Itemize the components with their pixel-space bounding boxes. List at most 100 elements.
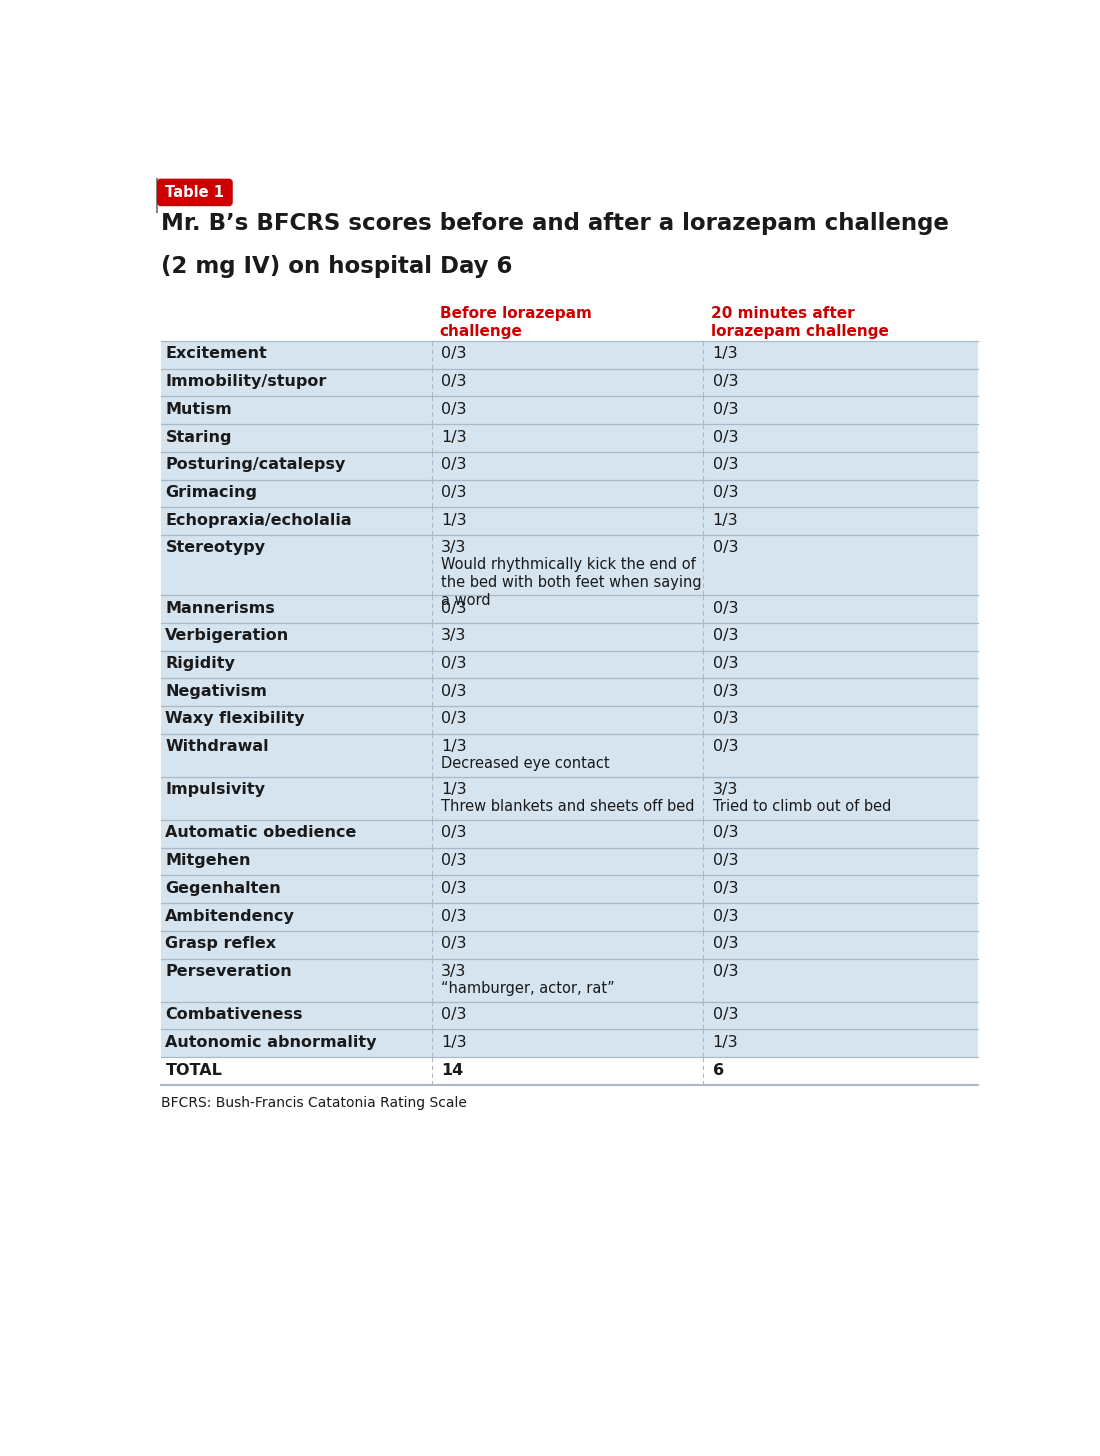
Text: 0/3: 0/3 xyxy=(713,826,738,840)
Bar xyxy=(161,651,978,678)
Text: Automatic obedience: Automatic obedience xyxy=(165,826,356,840)
Text: 0/3: 0/3 xyxy=(441,712,466,727)
Bar xyxy=(161,368,978,396)
Text: 0/3: 0/3 xyxy=(441,936,466,951)
Bar xyxy=(161,479,978,507)
Bar xyxy=(161,424,978,451)
Text: (2 mg IV) on hospital Day 6: (2 mg IV) on hospital Day 6 xyxy=(161,255,513,278)
Text: 0/3: 0/3 xyxy=(713,684,738,699)
Text: Before lorazepam
challenge: Before lorazepam challenge xyxy=(440,306,592,339)
Text: 0/3: 0/3 xyxy=(441,853,466,868)
Text: 20 minutes after
lorazepam challenge: 20 minutes after lorazepam challenge xyxy=(711,306,889,339)
Text: 0/3: 0/3 xyxy=(441,457,466,472)
Bar xyxy=(161,778,978,820)
Text: Posturing/catalepsy: Posturing/catalepsy xyxy=(165,457,345,472)
Text: Immobility/stupor: Immobility/stupor xyxy=(165,374,327,389)
Text: 0/3: 0/3 xyxy=(713,657,738,671)
Bar xyxy=(161,678,978,706)
Text: Tried to climb out of bed: Tried to climb out of bed xyxy=(713,799,891,814)
Text: 0/3: 0/3 xyxy=(713,881,738,895)
Bar xyxy=(161,451,978,479)
Text: Table 1: Table 1 xyxy=(165,185,224,199)
Bar xyxy=(161,341,978,368)
Bar xyxy=(161,706,978,734)
Text: Ambitendency: Ambitendency xyxy=(165,909,295,923)
Text: 1/3: 1/3 xyxy=(713,513,738,527)
Text: 0/3: 0/3 xyxy=(441,684,466,699)
Text: 0/3: 0/3 xyxy=(441,826,466,840)
Text: 0/3: 0/3 xyxy=(713,964,738,978)
Text: 0/3: 0/3 xyxy=(441,600,466,616)
Text: Mannerisms: Mannerisms xyxy=(165,600,275,616)
Text: BFCRS: Bush-Francis Catatonia Rating Scale: BFCRS: Bush-Francis Catatonia Rating Sca… xyxy=(161,1095,466,1109)
Text: Grasp reflex: Grasp reflex xyxy=(165,936,276,951)
Bar xyxy=(161,958,978,1002)
Text: Echopraxia/echolalia: Echopraxia/echolalia xyxy=(165,513,352,527)
Text: 3/3: 3/3 xyxy=(441,628,466,644)
Text: 0/3: 0/3 xyxy=(441,881,466,895)
Text: 0/3: 0/3 xyxy=(713,457,738,472)
Text: 0/3: 0/3 xyxy=(713,853,738,868)
Text: Decreased eye contact: Decreased eye contact xyxy=(441,756,609,772)
Text: Verbigeration: Verbigeration xyxy=(165,628,289,644)
Bar xyxy=(161,930,978,958)
Text: Grimacing: Grimacing xyxy=(165,485,257,499)
Text: Perseveration: Perseveration xyxy=(165,964,293,978)
Bar xyxy=(161,1029,978,1057)
Bar xyxy=(161,734,978,778)
Text: 1/3: 1/3 xyxy=(441,513,466,527)
Text: Waxy flexibility: Waxy flexibility xyxy=(165,712,305,727)
Text: Would rhythmically kick the end of
the bed with both feet when saying
a word: Would rhythmically kick the end of the b… xyxy=(441,558,702,609)
Text: 1/3: 1/3 xyxy=(441,430,466,444)
Bar xyxy=(161,1057,978,1085)
Text: Mr. B’s BFCRS scores before and after a lorazepam challenge: Mr. B’s BFCRS scores before and after a … xyxy=(161,211,948,234)
Text: 0/3: 0/3 xyxy=(713,740,738,754)
Text: 1/3: 1/3 xyxy=(441,1035,466,1050)
Text: 0/3: 0/3 xyxy=(441,909,466,923)
Text: Rigidity: Rigidity xyxy=(165,657,235,671)
Text: 1/3: 1/3 xyxy=(441,740,466,754)
Text: 0/3: 0/3 xyxy=(713,936,738,951)
Text: 3/3: 3/3 xyxy=(441,540,466,556)
Text: 0/3: 0/3 xyxy=(713,485,738,499)
Text: 0/3: 0/3 xyxy=(441,347,466,361)
Bar xyxy=(161,623,978,651)
Bar xyxy=(161,875,978,903)
Text: 0/3: 0/3 xyxy=(713,540,738,556)
Text: 1/3: 1/3 xyxy=(713,1035,738,1050)
Text: 0/3: 0/3 xyxy=(713,909,738,923)
Text: 0/3: 0/3 xyxy=(441,1008,466,1022)
Bar xyxy=(161,596,978,623)
Text: Excitement: Excitement xyxy=(165,347,267,361)
Text: 3/3: 3/3 xyxy=(713,782,738,798)
Text: 1/3: 1/3 xyxy=(441,782,466,798)
Text: 0/3: 0/3 xyxy=(713,430,738,444)
Text: Autonomic abnormality: Autonomic abnormality xyxy=(165,1035,377,1050)
Text: Mutism: Mutism xyxy=(165,402,232,416)
Text: Mitgehen: Mitgehen xyxy=(165,853,251,868)
Text: 0/3: 0/3 xyxy=(713,712,738,727)
Text: Combativeness: Combativeness xyxy=(165,1008,302,1022)
Text: 0/3: 0/3 xyxy=(713,600,738,616)
Text: TOTAL: TOTAL xyxy=(165,1063,222,1077)
Text: Staring: Staring xyxy=(165,430,232,444)
Text: “hamburger, actor, rat”: “hamburger, actor, rat” xyxy=(441,981,615,996)
Text: 0/3: 0/3 xyxy=(441,374,466,389)
Text: Negativism: Negativism xyxy=(165,684,267,699)
Bar xyxy=(161,820,978,847)
Text: 0/3: 0/3 xyxy=(713,374,738,389)
Text: 0/3: 0/3 xyxy=(713,1008,738,1022)
Bar xyxy=(161,903,978,930)
Text: 0/3: 0/3 xyxy=(441,657,466,671)
Text: 6: 6 xyxy=(713,1063,724,1077)
Text: Gegenhalten: Gegenhalten xyxy=(165,881,282,895)
Text: 3/3: 3/3 xyxy=(441,964,466,978)
Bar xyxy=(161,534,978,596)
Text: 1/3: 1/3 xyxy=(713,347,738,361)
Text: Stereotypy: Stereotypy xyxy=(165,540,265,556)
Bar xyxy=(161,847,978,875)
Bar xyxy=(161,1002,978,1029)
Text: Withdrawal: Withdrawal xyxy=(165,740,270,754)
Text: 0/3: 0/3 xyxy=(441,485,466,499)
Text: 0/3: 0/3 xyxy=(441,402,466,416)
